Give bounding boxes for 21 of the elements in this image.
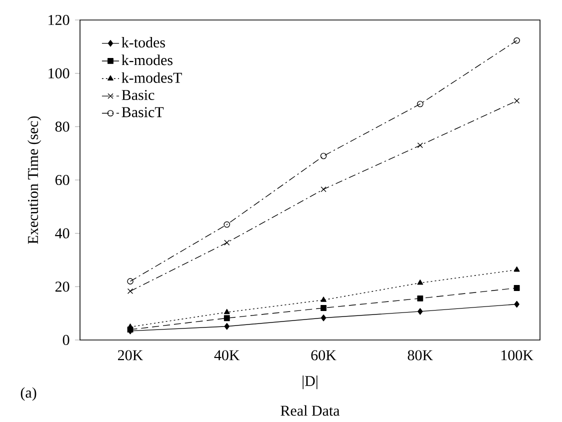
- x-tick-label: 80K: [408, 350, 433, 360]
- x-tick-label: 100K: [501, 350, 534, 360]
- y-tick-label: 120: [48, 14, 70, 26]
- text: (a): [20, 387, 36, 401]
- legend-label: k-modesT: [122, 72, 182, 83]
- x-tick-label: 40K: [214, 350, 240, 360]
- y-tick-label: 0: [62, 334, 70, 346]
- legend-label: BasicT: [122, 107, 164, 118]
- x-tick-label: 20K: [118, 350, 144, 360]
- legend-label: k-todes: [122, 37, 165, 48]
- y-tick-label: 40: [55, 228, 70, 238]
- legend-label: k-modes: [122, 54, 172, 66]
- x-tick-label: 60K: [311, 350, 336, 360]
- y-tick-label: 60: [55, 174, 70, 186]
- y-tick-label: 80: [55, 122, 70, 132]
- y-tick-label: 100: [48, 68, 70, 78]
- y-axis-title: Execution Time (sec): [28, 116, 42, 244]
- text: Real Data: [280, 405, 340, 416]
- y-tick-label: 20: [55, 282, 70, 292]
- x-axis-title: |D|: [302, 376, 318, 390]
- legend-label: Basic: [122, 90, 154, 100]
